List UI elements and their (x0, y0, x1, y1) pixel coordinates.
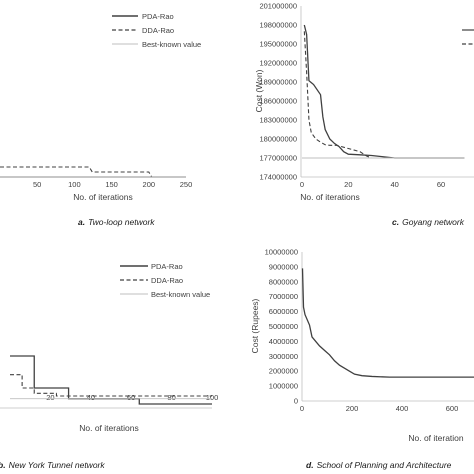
x-tick-label: 80 (167, 393, 175, 402)
y-tick-label: 189000000 (259, 78, 297, 87)
x-tick-label: 0 (300, 180, 304, 189)
legend-label-dda-rao: DDA-Rao (151, 276, 183, 285)
x-tick-label: 50 (33, 180, 41, 189)
y-tick-label: 2000000 (269, 367, 298, 376)
series-line-pda-rao (10, 355, 212, 405)
legend-label-best-known: Best-known value (151, 290, 210, 299)
x-tick-label: 400 (396, 404, 409, 413)
x-tick-label: 200 (143, 180, 156, 189)
y-tick-label: 1000000 (269, 382, 298, 391)
caption-letter: a. (78, 217, 85, 227)
x-axis-label: No. of iterations (73, 192, 133, 202)
y-tick-label: 180000000 (259, 135, 297, 144)
legend: PDA-Rao DDA-Rao Best-known value (120, 262, 210, 299)
y-tick-label: 10000000 (265, 248, 298, 257)
x-tick-label: 100 (206, 393, 219, 402)
panel-school-of-planning: 0 200 400 600 0 1000000 2000000 3000000 4000000 5… (250, 248, 474, 470)
y-tick-label: 7000000 (269, 292, 298, 301)
legend-label-best-known: Best-known value (142, 40, 201, 49)
y-tick-label: 5000000 (269, 322, 298, 331)
y-tick-label: 6000000 (269, 307, 298, 316)
caption-letter: c. (392, 217, 399, 227)
x-axis-label: No. of iteration (408, 433, 464, 443)
caption: a. Two-loop network (78, 217, 155, 227)
x-tick-label: 40 (390, 180, 398, 189)
caption: b.New York Tunnel network (0, 460, 105, 470)
legend-label-pda-rao: PDA-Rao (142, 12, 174, 21)
caption-text: Two-loop network (88, 217, 155, 227)
y-tick-label: 177000000 (259, 154, 297, 163)
x-axis-label: No. of iterations (79, 423, 139, 433)
y-tick-label: 4000000 (269, 337, 298, 346)
y-tick-label: 0 (294, 397, 298, 406)
x-tick-label: 200 (346, 404, 359, 413)
y-tick-label: 201000000 (259, 2, 297, 11)
y-axis-label: Cost (Rupees) (250, 298, 260, 353)
series-line-dda-rao (303, 31, 465, 159)
legend-label-pda-rao: PDA-Rao (151, 262, 183, 271)
x-tick-label: 60 (127, 393, 135, 402)
y-tick-label: 195000000 (259, 40, 297, 49)
y-tick-label: 198000000 (259, 21, 297, 30)
series-line-pda-rao (303, 24, 465, 159)
x-axis-label: No. of iterations (300, 192, 360, 202)
y-tick-label: 192000000 (259, 59, 297, 68)
y-tick-label: 183000000 (259, 116, 297, 125)
y-tick-label: 186000000 (259, 97, 297, 106)
x-tick-label: 40 (87, 393, 95, 402)
y-axis-label: Cost (Won) (254, 69, 264, 112)
y-tick-label: 8000000 (269, 277, 298, 286)
caption-text: Goyang network (402, 217, 465, 227)
x-tick-label: 20 (46, 393, 54, 402)
y-tick-label: 174000000 (259, 173, 297, 182)
panel-goyang: 0 20 40 60 174000000 177000000 180000000 183000… (254, 2, 474, 227)
legend-label-dda-rao: DDA-Rao (142, 26, 174, 35)
series-line-dda-rao (0, 166, 153, 178)
panel-new-york-tunnel: 20 40 60 80 100 No. of iterations PDA-Rao DD… (0, 262, 218, 470)
x-tick-label: 60 (437, 180, 445, 189)
y-tick-label: 3000000 (269, 352, 298, 361)
x-tick-label: 20 (344, 180, 352, 189)
x-tick-label: 100 (68, 180, 81, 189)
legend: PDA-Rao DDA-Rao Best-known value (112, 12, 201, 49)
caption: c. Goyang network (392, 217, 465, 227)
caption-letter: b. (0, 460, 6, 470)
x-tick-label: 250 (180, 180, 193, 189)
x-tick-label: 0 (300, 404, 304, 413)
x-tick-label: 150 (105, 180, 118, 189)
caption-letter: d. (306, 460, 314, 470)
series-line-pda-rao (301, 268, 474, 378)
panel-two-loop: 50 100 150 200 250 No. of iterations PDA-Rao… (0, 12, 201, 227)
y-tick-label: 9000000 (269, 262, 298, 271)
x-tick-label: 600 (446, 404, 459, 413)
caption: d. School of Planning and Architecture (306, 460, 452, 470)
caption-text: School of Planning and Architecture (317, 460, 452, 470)
caption-text: New York Tunnel network (9, 460, 106, 470)
series-line-dda-rao (10, 374, 212, 397)
